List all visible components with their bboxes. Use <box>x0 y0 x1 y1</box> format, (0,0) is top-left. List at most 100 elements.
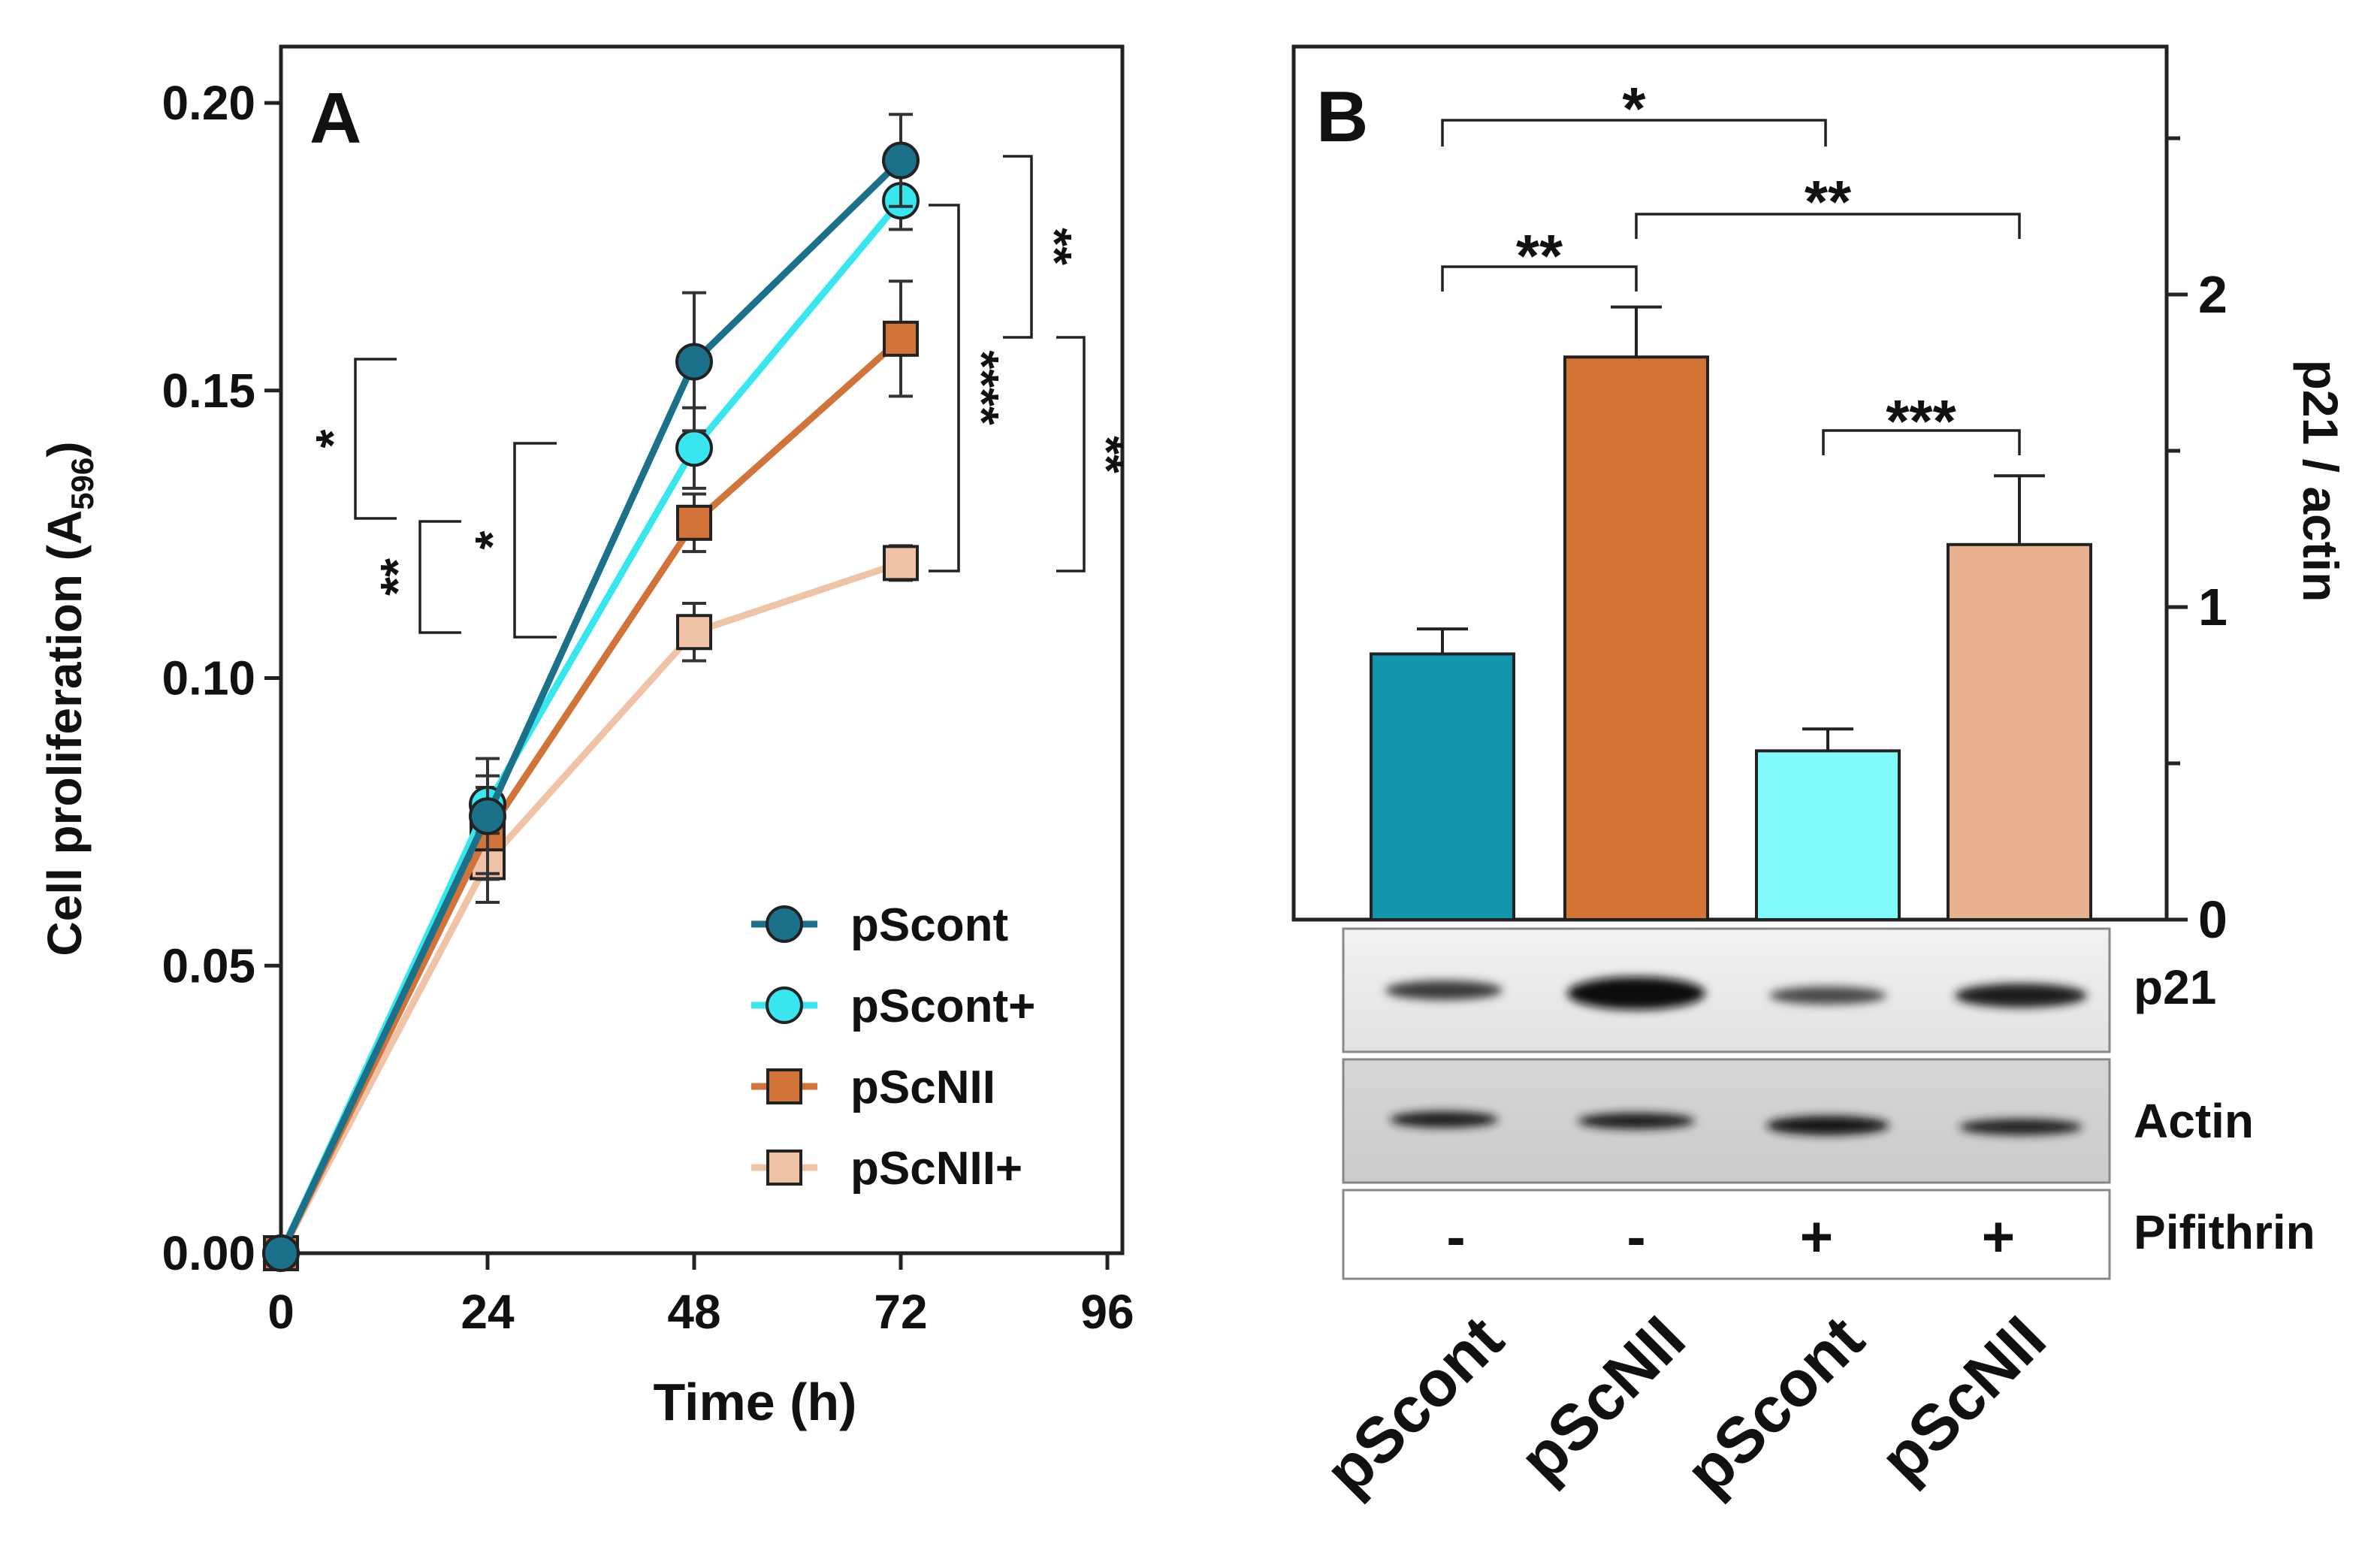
bar <box>1755 749 1901 921</box>
panel-a-y-axis-title: Cell proliferation (A596) <box>38 441 100 956</box>
panel-b-y-axis-title: p21 / actin <box>2293 360 2348 603</box>
pifithrin-sign-3: + <box>1800 1205 1833 1269</box>
b-sig-bracket-2 <box>1441 265 1638 292</box>
data-point <box>675 343 713 381</box>
b-sig-bracket-1 <box>1441 119 1827 147</box>
sig-bracket-2 <box>418 520 461 634</box>
legend-label: pScNII+ <box>850 1143 1022 1195</box>
panel-a-y-tick-label: 0.20 <box>162 76 255 130</box>
data-point <box>469 797 506 835</box>
panel-a-x-tick-label: 72 <box>874 1285 927 1339</box>
category-label-3: pScont <box>1672 1303 1878 1509</box>
blot-p21-band-1 <box>1385 980 1503 1000</box>
legend-marker <box>766 986 803 1024</box>
b-sig-label-1: * <box>1622 75 1646 142</box>
panel-a-x-tick-label: 96 <box>1080 1285 1134 1339</box>
pifithrin-row: - - + + Pifithrin <box>1342 1189 2315 1280</box>
blot-actin-band-1 <box>1390 1111 1498 1128</box>
sig-label-2: ** <box>370 558 424 596</box>
panel-a-y-tick-label: 0.05 <box>162 938 255 992</box>
data-point <box>262 1234 300 1272</box>
bar-error <box>1802 727 1853 751</box>
legend-item: pScont <box>751 899 1008 951</box>
panel-b-significance: * ** ** *** <box>1441 75 2021 455</box>
series-pscont <box>262 113 920 1272</box>
data-point <box>676 614 712 651</box>
legend-label: pScNII <box>850 1062 995 1113</box>
pifithrin-sign-4: + <box>1982 1205 2015 1269</box>
sig-bracket-3 <box>513 442 557 639</box>
sig-label-4: ** <box>1028 228 1082 265</box>
b-sig-label-2: ** <box>1516 222 1563 289</box>
legend-label: pScont+ <box>850 980 1035 1032</box>
sig-bracket-1 <box>354 358 397 520</box>
legend-label: pScont <box>850 899 1008 951</box>
sig-bracket-5 <box>929 204 960 573</box>
panel-b-y-ticks: 0 1 2 <box>2167 136 2227 949</box>
sig-label-6: ** <box>1080 436 1134 473</box>
panel-a-y-tick-label: 0.00 <box>162 1226 255 1280</box>
legend-marker <box>766 905 803 943</box>
blot-p21-band-2 <box>1567 977 1705 1010</box>
blot-p21-band-3 <box>1769 986 1886 1005</box>
pifithrin-sign-1: - <box>1446 1205 1465 1269</box>
category-label-1: pScont <box>1312 1303 1518 1509</box>
data-point <box>675 429 713 467</box>
series-line <box>277 336 903 1255</box>
panel-b: B 0 1 2 p21 / actin * ** ** *** <box>1291 44 2348 1509</box>
blot-actin-band-2 <box>1578 1113 1695 1129</box>
data-point <box>883 545 919 582</box>
bar-group <box>1563 305 1709 921</box>
bar-group <box>1370 627 1515 922</box>
panel-a-y-tick-label: 0.15 <box>162 364 255 418</box>
blot-p21-band-4 <box>1955 983 2087 1008</box>
legend-item: pScont+ <box>751 980 1035 1032</box>
series-pscnii <box>263 279 919 1271</box>
data-point <box>882 141 920 180</box>
panel-a-y-tick-label: 0.10 <box>162 651 255 705</box>
panel-a-significance: * ** * ** **** ** <box>306 155 1134 639</box>
data-point <box>883 320 919 357</box>
b-sig-label-4: *** <box>1886 388 1956 455</box>
bar <box>1947 542 2092 921</box>
pifithrin-box <box>1342 1189 2111 1280</box>
bar-group <box>1755 727 1901 921</box>
series-line <box>277 158 904 1255</box>
panel-b-label: B <box>1316 77 1368 157</box>
sig-label-1: * <box>306 429 360 448</box>
panel-b-bars <box>1370 305 2092 922</box>
pifithrin-sign-2: - <box>1626 1205 1645 1269</box>
blot-actin: Actin <box>1342 1058 2254 1184</box>
panel-a-series <box>262 113 920 1272</box>
legend-item: pScNII+ <box>751 1143 1022 1195</box>
panel-a-y-title-subscript: 596 <box>65 458 100 510</box>
series-pscnii-plus <box>263 544 919 1271</box>
legend-marker <box>766 1150 802 1186</box>
category-label-4: pScNII <box>1866 1303 2059 1496</box>
panel-b-y-tick-label: 1 <box>2198 578 2227 636</box>
blot-p21: p21 <box>1342 927 2216 1053</box>
sig-label-5: **** <box>955 350 1009 425</box>
panel-a: A 0.00 0.05 0.10 0.15 0.20 0 24 48 72 96 Time (h… <box>38 44 1134 1431</box>
panel-a-x-tick-label: 48 <box>667 1285 720 1339</box>
bar-error <box>1611 305 1662 358</box>
panel-b-plot-frame <box>1291 44 2169 922</box>
blot-actin-bands <box>1390 1111 2082 1135</box>
b-sig-bracket-4 <box>1822 429 2021 455</box>
panel-a-label: A <box>310 78 361 159</box>
panel-a-legend: pScont pScont+ pScNII pScNII+ <box>751 899 1035 1195</box>
b-sig-label-3: ** <box>1805 168 1852 235</box>
panel-a-x-tick-label: 0 <box>267 1285 294 1339</box>
panel-a-x-tick-label: 24 <box>461 1285 515 1339</box>
bar-error <box>1994 474 2045 545</box>
blot-actin-band-4 <box>1959 1119 2082 1135</box>
sig-label-3: * <box>465 530 519 549</box>
blot-label-p21: p21 <box>2134 960 2216 1014</box>
panel-b-y-tick-label: 2 <box>2198 265 2227 324</box>
panel-a-y-title-close: ) <box>38 441 92 457</box>
bar <box>1370 652 1515 922</box>
blot-label-pifithrin: Pifithrin <box>2134 1205 2315 1259</box>
legend-marker <box>766 1068 802 1104</box>
bar-error <box>1417 627 1468 654</box>
